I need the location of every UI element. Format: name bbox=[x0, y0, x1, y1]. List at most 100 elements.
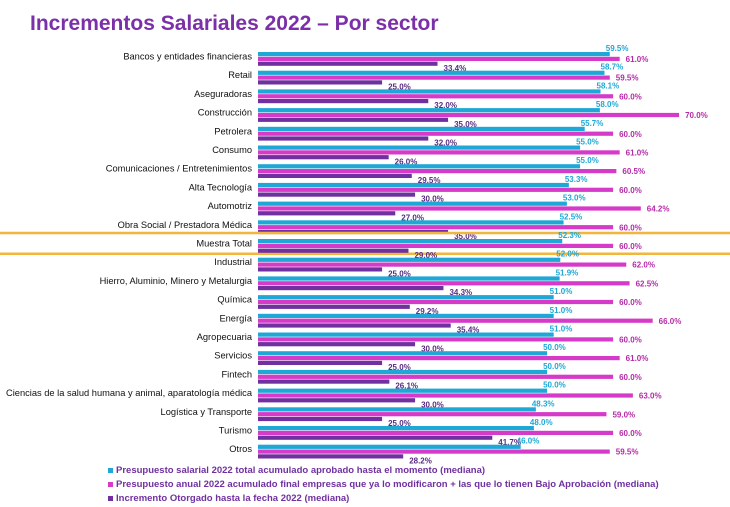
category-label: Bancos y entidades financieras bbox=[123, 52, 252, 62]
bar bbox=[258, 449, 610, 454]
data-label: 66.0% bbox=[659, 317, 682, 326]
data-label: 59.0% bbox=[612, 410, 635, 419]
legend-label: Presupuesto anual 2022 acumulado final e… bbox=[116, 479, 659, 490]
bar bbox=[258, 192, 416, 197]
bar bbox=[258, 173, 412, 178]
data-label: 59.5% bbox=[616, 74, 639, 83]
data-label: 64.2% bbox=[647, 205, 670, 214]
data-label: 29.5% bbox=[418, 176, 441, 185]
data-label: 46.0% bbox=[517, 437, 540, 446]
data-label: 60.0% bbox=[619, 130, 642, 139]
data-label: 52.0% bbox=[556, 250, 579, 259]
bar bbox=[258, 416, 383, 422]
data-label: 61.0% bbox=[626, 354, 649, 363]
bar bbox=[258, 412, 607, 417]
data-label: 48.3% bbox=[532, 399, 555, 408]
category-label: Agropecuaria bbox=[197, 332, 253, 342]
bar bbox=[258, 80, 383, 85]
category-label: Logística y Transporte bbox=[161, 407, 252, 417]
legend-label: Incremento Otorgado hasta la fecha 2022 … bbox=[116, 493, 350, 504]
bar bbox=[258, 351, 548, 356]
data-label: 58.1% bbox=[597, 81, 620, 90]
legend-item: Presupuesto anual 2022 acumulado final e… bbox=[108, 479, 659, 490]
bar bbox=[258, 281, 630, 286]
bar bbox=[258, 398, 416, 403]
data-label: 58.7% bbox=[601, 63, 624, 72]
legend-item: Incremento Otorgado hasta la fecha 2022 … bbox=[108, 493, 349, 504]
data-label: 33.4% bbox=[444, 64, 467, 73]
category-label: Comunicaciones / Entretenimientos bbox=[106, 164, 253, 174]
data-label: 55.0% bbox=[576, 138, 599, 147]
data-label: 28.2% bbox=[409, 457, 432, 466]
bar bbox=[258, 454, 404, 459]
bar bbox=[258, 206, 641, 211]
data-label: 60.0% bbox=[619, 298, 642, 307]
bar bbox=[258, 61, 438, 66]
data-label: 34.3% bbox=[449, 288, 472, 297]
data-label: 60.0% bbox=[619, 223, 642, 232]
bar bbox=[258, 444, 521, 449]
bar bbox=[258, 257, 561, 262]
data-label: 30.0% bbox=[421, 195, 444, 204]
data-label: 30.0% bbox=[421, 344, 444, 353]
category-label: Hierro, Aluminio, Minero y Metalurgia bbox=[100, 276, 253, 286]
bar bbox=[258, 299, 614, 305]
bar bbox=[258, 295, 554, 300]
data-label: 50.0% bbox=[543, 343, 566, 352]
category-label: Otros bbox=[229, 444, 252, 454]
bar bbox=[258, 117, 449, 122]
category-label: Energía bbox=[219, 313, 252, 323]
data-label: 52.5% bbox=[560, 212, 583, 221]
data-label: 59.5% bbox=[606, 44, 629, 53]
bar bbox=[258, 286, 444, 291]
data-label: 55.7% bbox=[581, 119, 604, 128]
data-label: 35.0% bbox=[454, 120, 477, 129]
bar bbox=[258, 169, 617, 174]
data-label: 60.0% bbox=[619, 92, 642, 101]
legend-swatch bbox=[108, 481, 113, 487]
data-label: 32.0% bbox=[434, 139, 457, 148]
data-label: 35.4% bbox=[457, 326, 480, 335]
bar bbox=[258, 112, 680, 118]
data-label: 62.0% bbox=[632, 261, 655, 270]
data-label: 70.0% bbox=[685, 111, 708, 120]
legend-swatch bbox=[108, 467, 113, 473]
legend-swatch bbox=[108, 495, 113, 501]
bar bbox=[258, 388, 548, 393]
data-label: 60.0% bbox=[619, 336, 642, 345]
category-label: Muestra Total bbox=[196, 239, 252, 249]
category-label: Obra Social / Prestadora Médica bbox=[118, 220, 253, 230]
data-label: 27.0% bbox=[401, 213, 424, 222]
bar bbox=[258, 318, 653, 323]
bar bbox=[258, 56, 620, 61]
data-label: 50.0% bbox=[543, 362, 566, 371]
bar bbox=[258, 430, 614, 435]
data-label: 41.7% bbox=[498, 438, 521, 447]
data-label: 60.0% bbox=[619, 242, 642, 251]
bar bbox=[258, 99, 429, 104]
category-label: Consumo bbox=[212, 145, 252, 155]
bar bbox=[258, 374, 614, 379]
data-label: 25.0% bbox=[388, 83, 411, 92]
chart-title: Incrementos Salariales 2022 – Por sector bbox=[30, 12, 439, 35]
data-label: 61.0% bbox=[626, 149, 649, 158]
data-label: 59.5% bbox=[616, 448, 639, 457]
bar bbox=[258, 52, 610, 57]
category-label: Automotriz bbox=[208, 201, 253, 211]
data-label: 53.3% bbox=[565, 175, 588, 184]
data-label: 60.0% bbox=[619, 373, 642, 382]
data-label: 26.1% bbox=[395, 382, 418, 391]
data-label: 25.0% bbox=[388, 270, 411, 279]
bar bbox=[258, 332, 554, 337]
bar bbox=[258, 126, 585, 131]
data-label: 55.0% bbox=[576, 156, 599, 165]
bar bbox=[258, 75, 610, 80]
data-label: 60.0% bbox=[619, 186, 642, 195]
bar bbox=[258, 407, 536, 412]
bar bbox=[258, 426, 534, 431]
bar bbox=[258, 89, 601, 94]
bar bbox=[258, 182, 569, 188]
bar bbox=[258, 94, 614, 99]
data-label: 48.0% bbox=[530, 418, 553, 427]
